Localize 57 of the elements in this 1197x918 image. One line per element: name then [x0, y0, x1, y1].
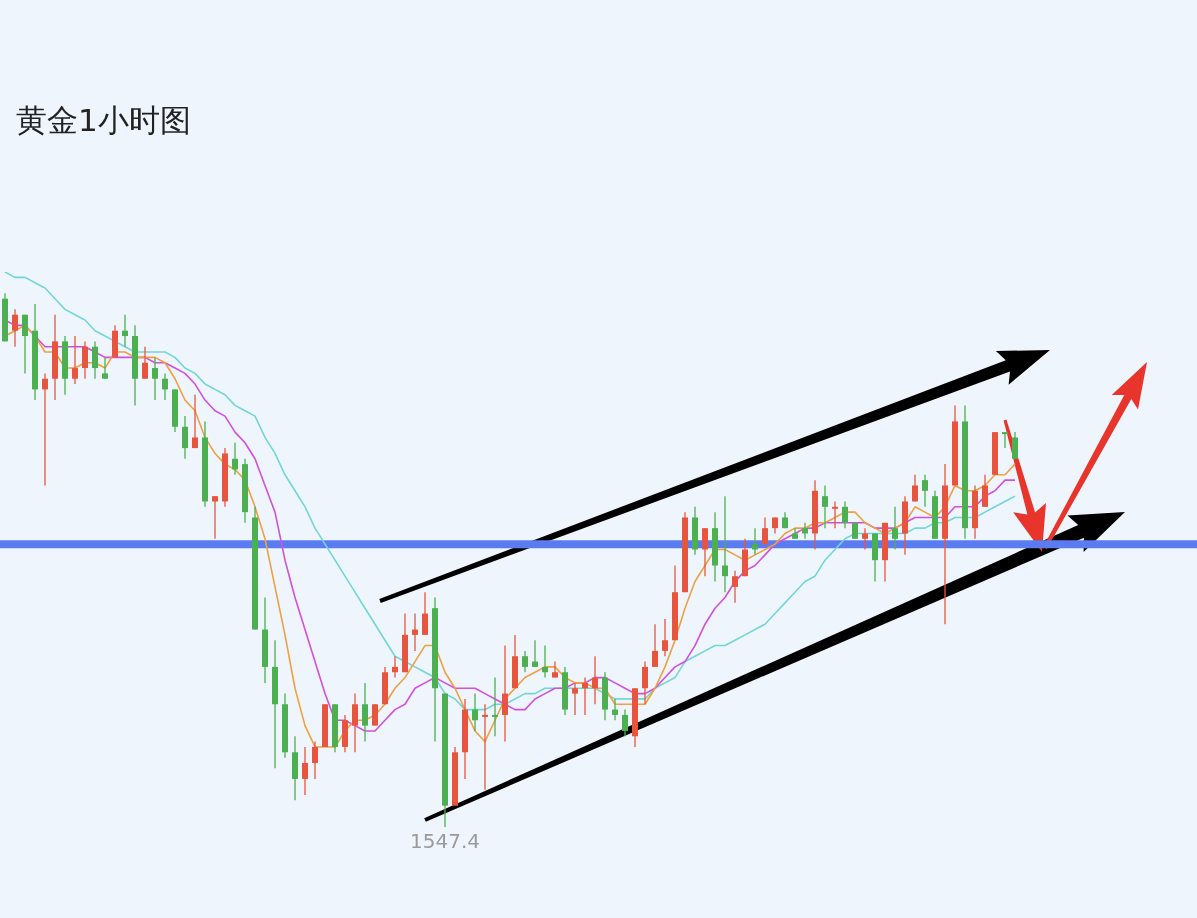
candlestick — [652, 623, 658, 668]
candlestick — [182, 415, 188, 460]
candlestick — [352, 692, 358, 753]
candlestick — [572, 682, 578, 716]
candlestick — [232, 442, 238, 476]
candlestick — [752, 527, 758, 556]
candlestick — [922, 474, 928, 508]
candlestick — [82, 340, 88, 380]
chart-title: 黄金1小时图 — [16, 101, 191, 140]
candlestick — [142, 346, 148, 380]
candlestick — [912, 474, 918, 503]
candlestick — [802, 522, 808, 540]
candlestick — [412, 612, 418, 652]
candlestick — [532, 639, 538, 668]
candlestick — [312, 740, 318, 780]
candlestick — [862, 527, 868, 551]
candlestick — [372, 703, 378, 727]
annotation: 1547.4 — [410, 829, 480, 854]
candlestick — [22, 314, 28, 375]
candlestick — [42, 372, 48, 487]
candlestick — [662, 618, 668, 657]
candlestick — [12, 308, 18, 348]
candlestick — [582, 676, 588, 716]
candlestick — [482, 703, 488, 791]
candlestick — [422, 591, 428, 636]
candlestick — [822, 484, 828, 529]
candlestick — [732, 570, 738, 604]
candlestick — [542, 644, 548, 679]
candlestick — [302, 746, 308, 796]
candlestick — [392, 655, 398, 679]
candlestick — [122, 314, 128, 348]
candlestick — [152, 356, 158, 401]
candlestick — [762, 516, 768, 545]
candlestick — [832, 500, 838, 529]
candlestick — [982, 474, 988, 508]
candlestick — [92, 340, 98, 380]
candlestick — [162, 372, 168, 401]
candlestick — [552, 660, 558, 679]
candlestick — [492, 676, 498, 737]
candlestick — [1012, 431, 1018, 460]
candlestick — [72, 335, 78, 385]
candlestick — [592, 655, 598, 705]
candlestick — [1002, 431, 1008, 449]
candlestick — [192, 394, 198, 449]
candlestick — [212, 495, 218, 540]
candlestick — [842, 500, 848, 529]
candlestick — [642, 660, 648, 705]
candlestick — [522, 650, 528, 673]
candlestick — [102, 356, 108, 380]
candlestick — [892, 506, 898, 551]
candlestick — [362, 682, 368, 743]
candlestick — [622, 708, 628, 737]
candlestick — [472, 692, 478, 732]
candlestick — [702, 527, 708, 577]
candlestick — [502, 644, 508, 743]
candlestick — [722, 495, 728, 593]
candlestick — [612, 698, 618, 721]
